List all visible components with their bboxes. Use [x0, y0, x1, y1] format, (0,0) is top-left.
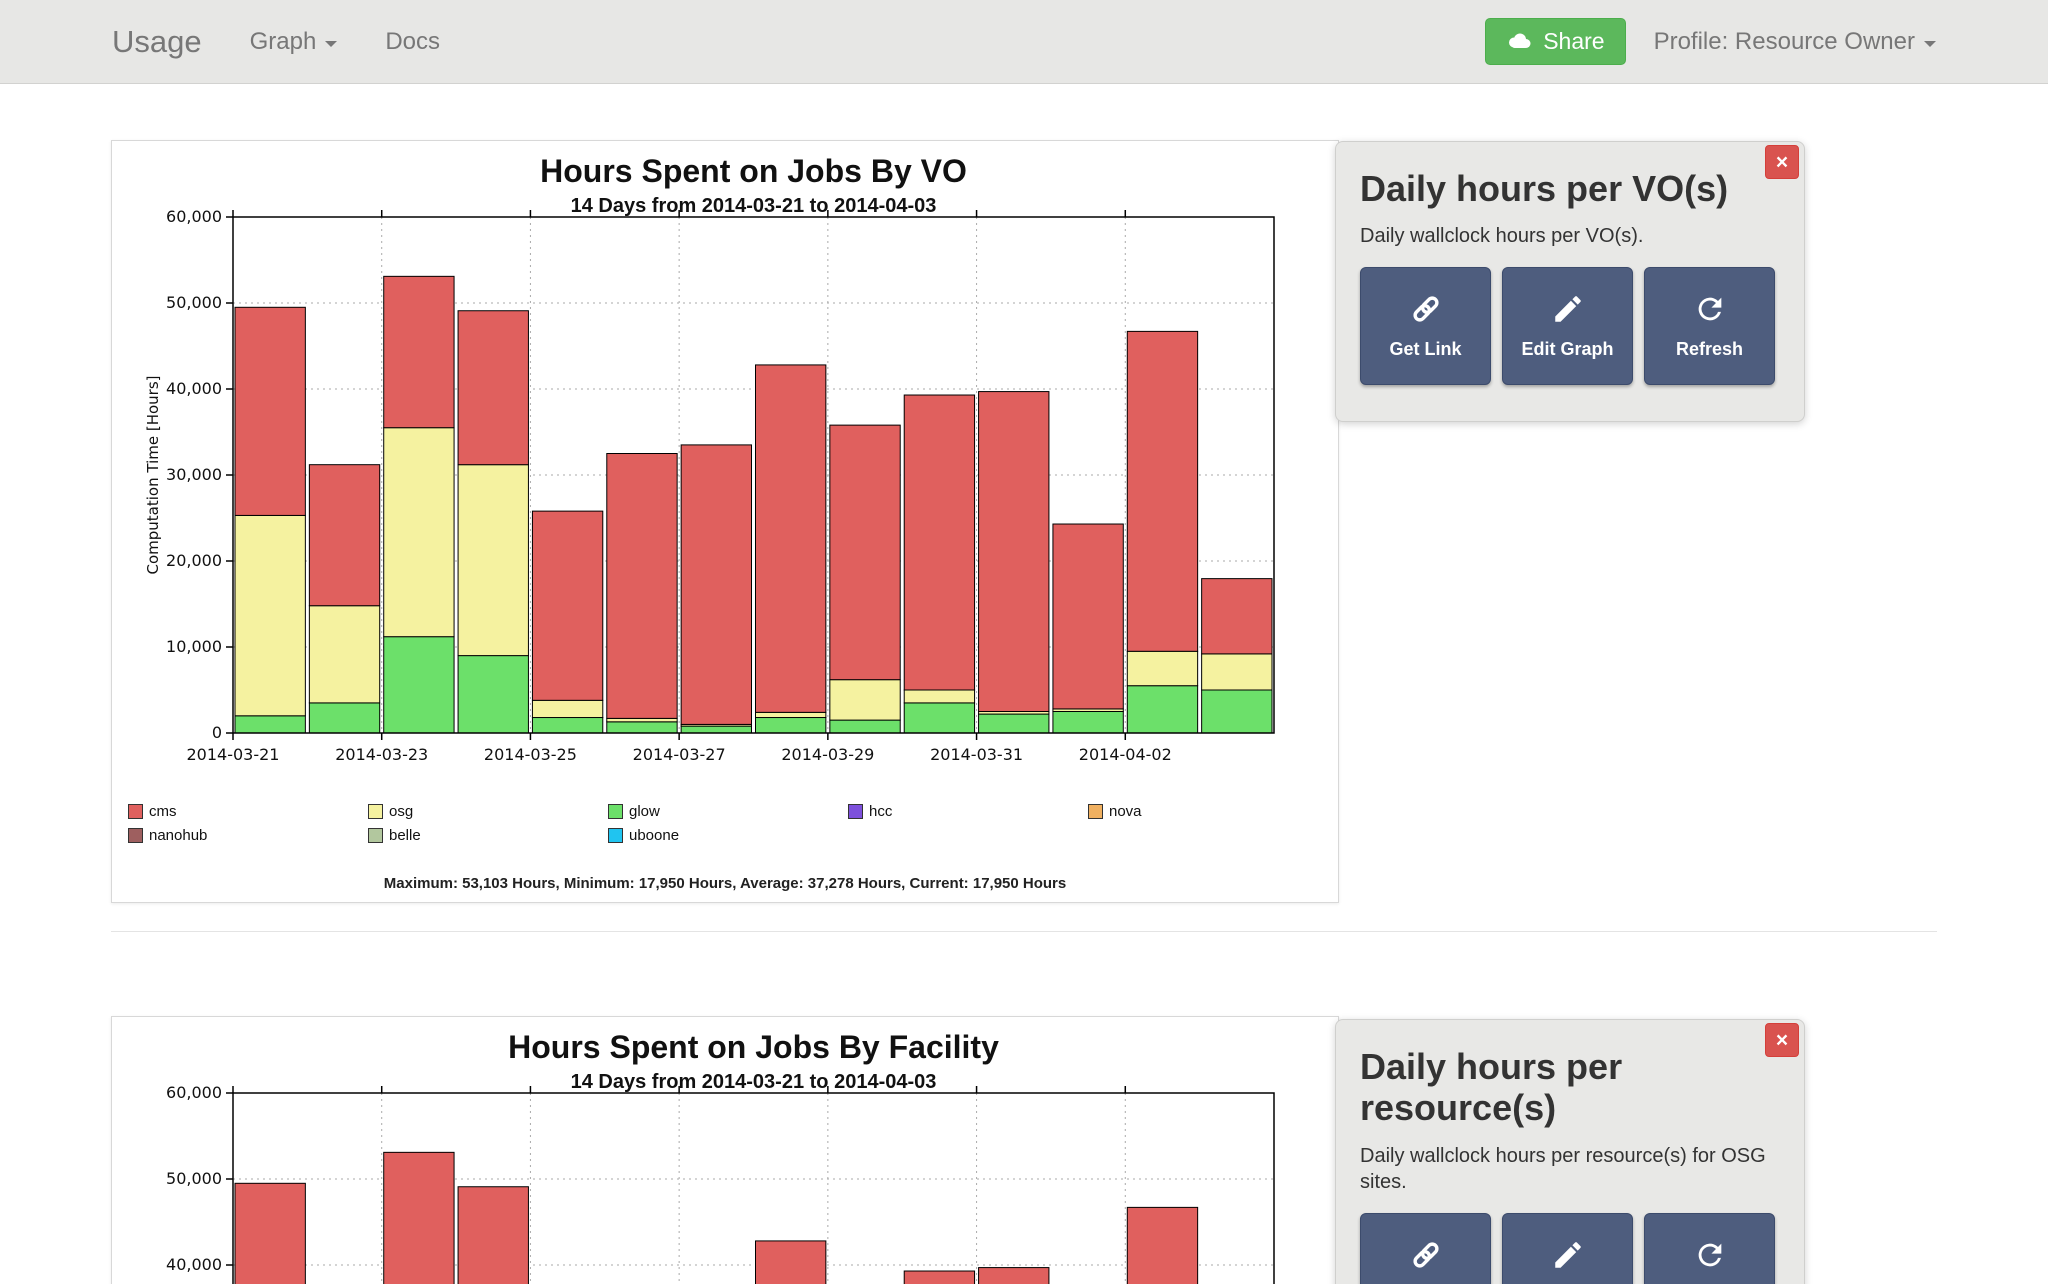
svg-text:0: 0 — [212, 723, 222, 742]
legend-item-cms: cms — [128, 803, 368, 820]
chevron-down-icon — [1924, 40, 1936, 47]
svg-text:2014-04-02: 2014-04-02 — [1079, 745, 1172, 764]
nav-docs-label: Docs — [385, 27, 440, 55]
legend-label: cms — [149, 803, 177, 820]
legend-item-belle: belle — [368, 827, 608, 844]
share-button[interactable]: Share — [1485, 18, 1626, 65]
svg-text:2014-03-29: 2014-03-29 — [781, 745, 874, 764]
legend-swatch — [128, 828, 143, 843]
edit-graph-button[interactable]: Edit Graph — [1502, 267, 1633, 386]
cloud-icon — [1506, 28, 1532, 55]
button-label: Get Link — [1389, 339, 1462, 360]
chart-subtitle: 14 Days from 2014-03-21 to 2014-04-03 — [570, 195, 937, 217]
svg-text:2014-03-31: 2014-03-31 — [930, 745, 1023, 764]
legend-swatch — [608, 804, 623, 819]
svg-text:2014-03-27: 2014-03-27 — [633, 745, 726, 764]
profile-label: Profile: Resource Owner — [1653, 27, 1915, 55]
legend-item-nanohub: nanohub — [128, 827, 368, 844]
chart-title: Hours Spent on Jobs By VO — [540, 153, 967, 189]
svg-text:40,000: 40,000 — [166, 379, 222, 398]
legend-swatch — [1088, 804, 1103, 819]
app-brand[interactable]: Usage — [112, 23, 202, 59]
section-divider — [111, 931, 1937, 932]
svg-text:60,000: 60,000 — [166, 1083, 222, 1102]
nav-graph-label: Graph — [249, 27, 317, 55]
svg-text:2014-03-21: 2014-03-21 — [187, 745, 280, 764]
close-icon: × — [1775, 150, 1789, 174]
profile-dropdown[interactable]: Profile: Resource Owner — [1654, 28, 1936, 56]
svg-text:20,000: 20,000 — [166, 551, 222, 570]
nav-docs[interactable]: Docs — [385, 28, 440, 56]
close-button[interactable]: × — [1765, 1023, 1799, 1057]
pencil-icon — [1551, 1238, 1585, 1275]
legend-item-glow: glow — [608, 803, 848, 820]
refresh-icon — [1693, 1238, 1727, 1275]
panel-description: Daily wallclock hours per VO(s). — [1360, 225, 1644, 248]
svg-text:10,000: 10,000 — [166, 637, 222, 656]
panel-title: Daily hours per VO(s) — [1360, 168, 1729, 209]
svg-text:50,000: 50,000 — [166, 1169, 222, 1188]
vo-chart-legend: cms osg glow hcc nova nanohub belle uboone — [128, 803, 1328, 844]
panel-description: Daily wallclock hours per resource(s) fo… — [1360, 1144, 1766, 1193]
chart-subtitle: 14 Days from 2014-03-21 to 2014-04-03 — [570, 1071, 937, 1093]
graph-info-panel-vo: × Daily hours per VO(s) Daily wallclock … — [1335, 141, 1805, 422]
chart-title: Hours Spent on Jobs By Facility — [508, 1029, 999, 1065]
refresh-button[interactable]: Refresh — [1644, 267, 1775, 386]
get-link-button[interactable]: Get Link — [1360, 267, 1491, 386]
legend-item-uboone: uboone — [608, 827, 848, 844]
svg-text:30,000: 30,000 — [166, 465, 222, 484]
legend-label: osg — [389, 803, 414, 820]
graph-info-panel-resource: × Daily hours per resource(s) Daily wall… — [1335, 1019, 1805, 1284]
legend-swatch — [128, 804, 143, 819]
share-label: Share — [1543, 28, 1605, 54]
refresh-icon — [1693, 292, 1727, 329]
legend-item-nova: nova — [1088, 803, 1328, 820]
legend-swatch — [848, 804, 863, 819]
refresh-button[interactable]: Refresh — [1644, 1212, 1775, 1284]
get-link-button[interactable]: Get Link — [1360, 1212, 1491, 1284]
vo-stacked-bar-plot: 0 10,000 20,000 30,000 40,000 50,000 60,000 201… — [112, 141, 1338, 902]
button-label: Refresh — [1675, 339, 1744, 360]
legend-label: nova — [1109, 803, 1142, 820]
close-button[interactable]: × — [1765, 145, 1799, 179]
svg-text:2014-03-25: 2014-03-25 — [484, 745, 577, 764]
legend-swatch — [368, 828, 383, 843]
legend-label: glow — [629, 803, 660, 820]
navbar: Usage Graph Docs Share Profile: Resource… — [0, 0, 2048, 84]
legend-item-osg: osg — [368, 803, 608, 820]
legend-item-hcc: hcc — [848, 803, 1088, 820]
svg-text:Computation Time [Hours]: Computation Time [Hours] — [144, 376, 162, 575]
panel-title: Daily hours per resource(s) — [1360, 1046, 1623, 1129]
legend-label: uboone — [629, 827, 680, 844]
pencil-icon — [1551, 292, 1585, 329]
link-icon — [1409, 1238, 1443, 1275]
chevron-down-icon — [325, 40, 338, 47]
panel-actions: Get Link Edit Graph Refresh — [1360, 1212, 1780, 1284]
chart-stats-line: Maximum: 53,103 Hours, Minimum: 17,950 H… — [383, 875, 1067, 892]
nav-graph-dropdown[interactable]: Graph — [250, 28, 338, 56]
vo-chart-card: Hours Spent on Jobs By VO 14 Days from 2… — [111, 140, 1339, 903]
button-label: Edit Graph — [1521, 339, 1614, 360]
navbar-right: Share Profile: Resource Owner — [1485, 18, 1936, 65]
svg-text:2014-03-23: 2014-03-23 — [335, 745, 428, 764]
facility-chart-card: Hours Spent on Jobs By Facility 14 Days … — [111, 1016, 1339, 1284]
edit-graph-button[interactable]: Edit Graph — [1502, 1212, 1633, 1284]
legend-label: belle — [389, 827, 421, 844]
svg-text:60,000: 60,000 — [166, 207, 222, 226]
legend-swatch — [608, 828, 623, 843]
legend-label: hcc — [869, 803, 893, 820]
svg-text:50,000: 50,000 — [166, 293, 222, 312]
legend-swatch — [368, 804, 383, 819]
svg-text:40,000: 40,000 — [166, 1255, 222, 1274]
legend-label: nanohub — [149, 827, 208, 844]
link-icon — [1409, 292, 1443, 329]
close-icon: × — [1775, 1028, 1789, 1052]
panel-actions: Get Link Edit Graph Refresh — [1360, 267, 1780, 386]
